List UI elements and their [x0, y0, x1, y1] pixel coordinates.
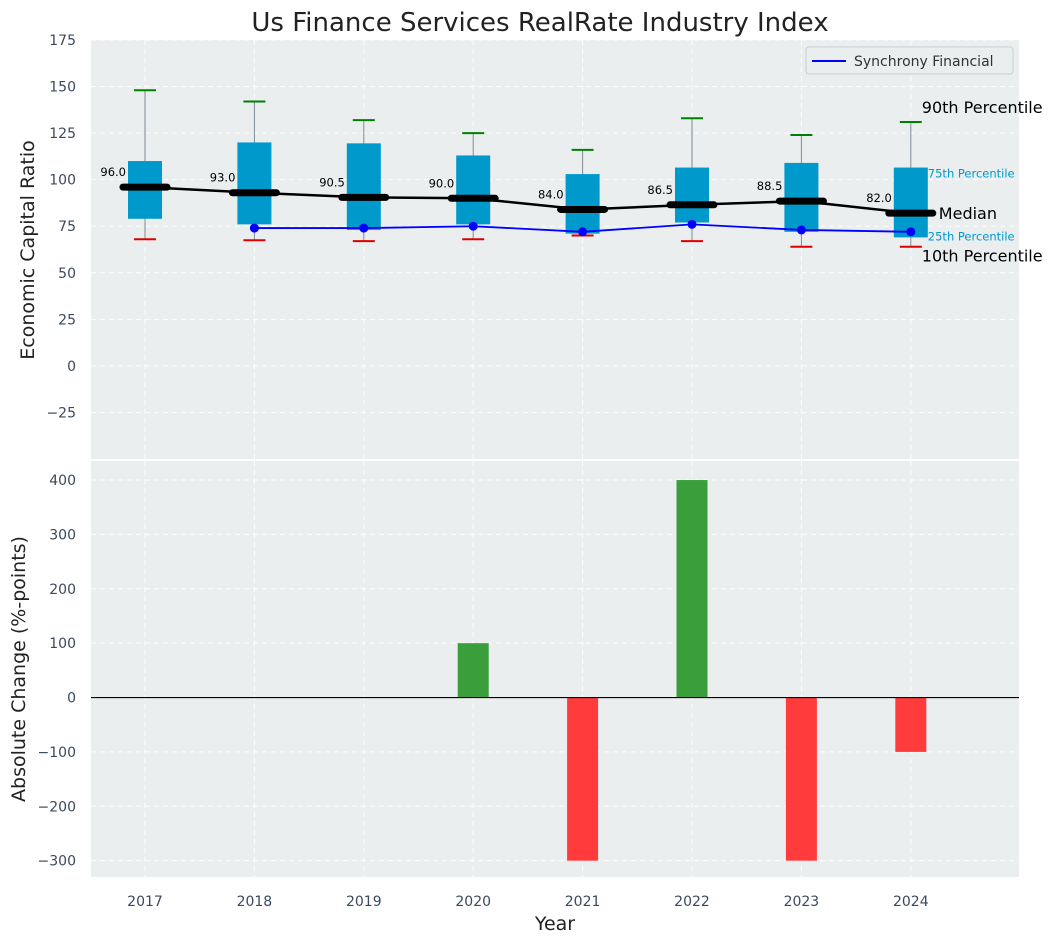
median-data-label: 96.0 [100, 165, 126, 179]
chart-title: Us Finance Services RealRate Industry In… [251, 8, 828, 38]
median-data-label: 86.5 [647, 183, 673, 197]
median-data-label: 93.0 [210, 171, 236, 185]
p10-annotation: 10th Percentile [922, 247, 1043, 266]
x-tick-label: 2023 [784, 894, 820, 910]
y-tick-label: 100 [49, 636, 76, 652]
change-bar [457, 643, 489, 698]
y-tick-label: 300 [49, 527, 76, 543]
median-data-label: 90.5 [319, 175, 345, 189]
synchrony-series [249, 219, 916, 237]
y-tick-label: 125 [49, 126, 76, 142]
y-tick-label: −25 [46, 405, 76, 421]
median-data-label: 84.0 [538, 187, 564, 201]
x-ticks: 2017 2018 2019 2020 2021 2022 2023 2024 [127, 894, 929, 910]
change-bar [895, 697, 927, 752]
iqr-box [784, 162, 819, 232]
p75-annotation: 75th Percentile [928, 167, 1015, 181]
p25-annotation: 25th Percentile [928, 229, 1015, 243]
change-bars [457, 480, 927, 861]
iqr-box [675, 167, 709, 223]
box-panel-grid [91, 39, 1019, 459]
y-tick-label: 0 [67, 691, 76, 707]
iqr-box [346, 143, 381, 230]
x-tick-label: 2024 [893, 894, 929, 910]
x-tick-label: 2019 [346, 894, 382, 910]
iqr-box [893, 167, 928, 238]
median-trend: 96.0 93.0 90.5 90.0 84.0 86.5 88.5 82.0 [100, 165, 937, 217]
x-tick-label: 2017 [127, 894, 163, 910]
legend-series-name: Synchrony Financial [854, 54, 994, 70]
iqr-box [237, 142, 272, 225]
y-tick-label: 100 [49, 173, 76, 189]
y-tick-label: 400 [49, 473, 76, 489]
p90-annotation: 90th Percentile [922, 98, 1043, 117]
y-tick-label: 50 [58, 266, 76, 282]
median-data-label: 88.5 [757, 179, 783, 193]
series-point [578, 227, 588, 237]
change-panel-background [91, 461, 1019, 877]
change-bar [676, 480, 708, 698]
median-data-label: 90.0 [429, 176, 455, 190]
legend: Synchrony Financial [805, 46, 1014, 75]
series-point [249, 223, 259, 233]
change-panel-grid [91, 461, 1019, 877]
box-panel-background [91, 40, 1019, 459]
median-data-label: 82.0 [866, 191, 892, 205]
y-tick-label: −300 [38, 854, 76, 870]
x-axis-label: Year [534, 913, 575, 935]
series-point [906, 227, 916, 237]
change-bar [567, 697, 599, 861]
x-tick-label: 2018 [237, 894, 273, 910]
series-point [359, 223, 369, 233]
change-panel-y-axis-label: Absolute Change (%-points) [8, 536, 30, 802]
x-tick-label: 2020 [455, 894, 491, 910]
y-tick-label: 25 [58, 312, 76, 328]
x-tick-label: 2021 [565, 894, 601, 910]
y-tick-label: −200 [38, 799, 76, 815]
legend-box [805, 46, 1014, 75]
box-panel: −25 0 25 50 75 100 125 150 175 96.0 93.0 90.5 90.0 8… [17, 33, 1043, 459]
iqr-box [456, 155, 491, 225]
y-tick-label: 75 [58, 219, 76, 235]
y-tick-label: 150 [49, 80, 76, 96]
percentile-labels: 90th Percentile 75th Percentile Median 25th… [922, 98, 1043, 266]
y-tick-label: 200 [49, 582, 76, 598]
change-panel-y-ticks: −300 −200 −100 0 100 200 300 400 [38, 473, 76, 870]
change-bar [785, 697, 817, 861]
x-tick-label: 2022 [674, 894, 710, 910]
series-point [468, 221, 478, 231]
box-panel-y-ticks: −25 0 25 50 75 100 125 150 175 [46, 33, 76, 421]
y-tick-label: 175 [49, 33, 76, 49]
series-point [796, 225, 806, 235]
y-tick-label: 0 [67, 359, 76, 375]
series-point [687, 219, 697, 229]
median-annotation: Median [939, 204, 997, 223]
box-panel-y-axis-label: Economic Capital Ratio [17, 140, 39, 359]
y-tick-label: −100 [38, 745, 76, 761]
iqr-box [565, 174, 600, 234]
